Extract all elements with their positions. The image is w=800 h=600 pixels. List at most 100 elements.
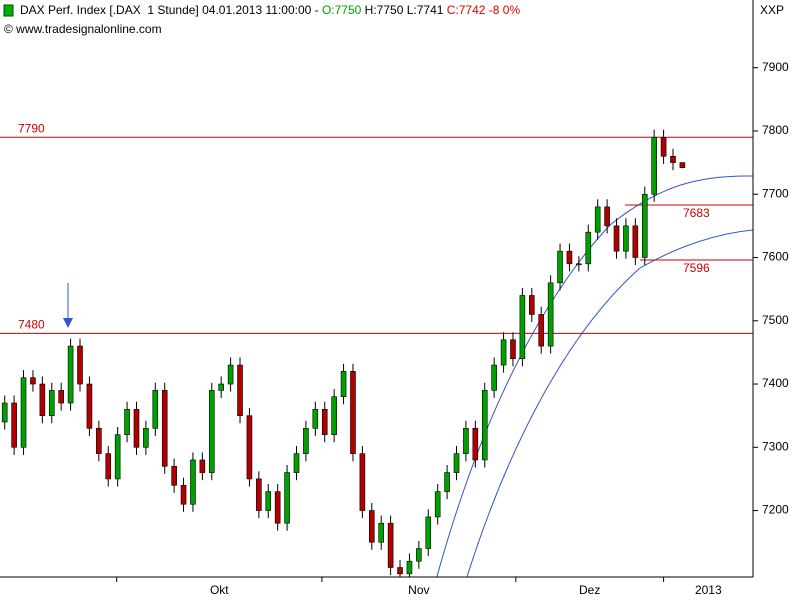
candle-body xyxy=(491,364,497,391)
candle-body xyxy=(331,396,337,435)
candle-body xyxy=(594,206,601,233)
candle-body xyxy=(58,390,64,404)
candle-body xyxy=(105,453,112,480)
candle-body xyxy=(538,314,545,347)
candle-body xyxy=(434,491,441,518)
candle-body xyxy=(340,371,347,397)
icon xyxy=(3,4,14,17)
header-change: C:7742 -8 0% xyxy=(447,3,521,17)
candle-body xyxy=(227,364,234,385)
candle-body xyxy=(180,484,187,505)
header: DAX Perf. Index [.DAX 1 Stunde] 04.01.20… xyxy=(20,3,520,17)
candle-body xyxy=(641,193,648,258)
x-tick-label: 2013 xyxy=(695,583,722,597)
candle-body xyxy=(152,390,159,429)
y-tick-label: 7300 xyxy=(762,439,789,453)
axis-code: XXP xyxy=(760,3,784,17)
x-tick-label: Okt xyxy=(210,583,229,597)
y-tick-label: 7800 xyxy=(762,123,789,137)
candle-body xyxy=(416,548,422,562)
candle-body xyxy=(1,402,8,423)
candle-body xyxy=(387,522,394,568)
candle-body xyxy=(208,390,215,473)
candle-body xyxy=(510,339,516,360)
candle-body xyxy=(11,402,17,448)
candle-body xyxy=(481,390,488,461)
candle-body xyxy=(143,428,149,448)
candle-body xyxy=(397,567,403,575)
candle-body xyxy=(613,225,620,252)
candle-body xyxy=(124,409,130,435)
lower-arc xyxy=(466,229,753,577)
level-label: 7480 xyxy=(18,318,45,332)
y-tick-label: 7900 xyxy=(762,60,789,74)
candle-body xyxy=(425,516,432,549)
header-title: DAX Perf. Index [.DAX 1 Stunde] 04.01.20… xyxy=(20,3,322,17)
candle-body xyxy=(660,136,667,157)
candle-body xyxy=(114,434,121,480)
header-high-low: H:7750 L:7741 xyxy=(361,3,446,17)
level-label: 7790 xyxy=(18,121,45,135)
candle-body xyxy=(547,282,554,347)
level-label: 7596 xyxy=(683,261,710,275)
y-tick-label: 7400 xyxy=(762,376,789,390)
candle-body xyxy=(519,295,526,360)
candle-body xyxy=(199,459,206,473)
header-open: O:7750 xyxy=(322,3,362,17)
candle-body xyxy=(463,428,469,454)
arrow-head xyxy=(63,318,73,328)
candle-body xyxy=(293,453,300,473)
candle-body xyxy=(321,409,328,435)
y-tick-label: 7200 xyxy=(762,503,789,517)
candle-body xyxy=(576,263,582,266)
candle-body xyxy=(604,206,610,227)
candle-body xyxy=(265,491,272,511)
candle-body xyxy=(670,155,676,163)
x-tick-label: Dez xyxy=(579,583,600,597)
candle-body xyxy=(96,428,102,454)
y-tick-label: 7500 xyxy=(762,313,789,327)
candle-body xyxy=(39,383,46,416)
candle-body xyxy=(256,478,262,511)
candle-body xyxy=(444,472,450,492)
candle-body xyxy=(20,377,27,448)
candle-body xyxy=(48,390,55,416)
candle-body xyxy=(274,491,281,524)
candle-body xyxy=(303,428,309,454)
candle-body xyxy=(529,295,535,315)
candle-body xyxy=(246,415,253,480)
candle-body xyxy=(472,428,479,461)
candle-body xyxy=(190,459,196,505)
candle-body xyxy=(585,231,592,265)
candle-body xyxy=(651,136,657,195)
candle-body xyxy=(350,371,356,454)
y-tick-label: 7600 xyxy=(762,250,789,264)
x-tick-label: Nov xyxy=(408,583,429,597)
candle-body xyxy=(368,510,375,543)
candle-body xyxy=(679,162,686,168)
candle-body xyxy=(237,364,243,416)
candle-body xyxy=(632,225,639,258)
candle-body xyxy=(284,472,290,524)
candle-body xyxy=(566,250,573,265)
candle-body xyxy=(30,377,36,385)
y-tick-label: 7700 xyxy=(762,186,789,200)
candle-body xyxy=(161,390,168,467)
candle-body xyxy=(557,250,563,284)
level-label: 7683 xyxy=(683,206,710,220)
candle-body xyxy=(359,453,366,511)
candle-body xyxy=(623,225,629,252)
candle-body xyxy=(133,409,140,448)
candle-body xyxy=(500,339,507,366)
candle-body xyxy=(171,465,177,486)
candle-body xyxy=(378,522,385,543)
upper-arc xyxy=(436,175,753,577)
candle-body xyxy=(312,409,319,429)
source: © www.tradesignalonline.com xyxy=(4,22,162,36)
candle-body xyxy=(77,345,83,385)
candle-body xyxy=(67,345,74,404)
candle-body xyxy=(218,383,224,391)
candle-body xyxy=(406,560,413,575)
